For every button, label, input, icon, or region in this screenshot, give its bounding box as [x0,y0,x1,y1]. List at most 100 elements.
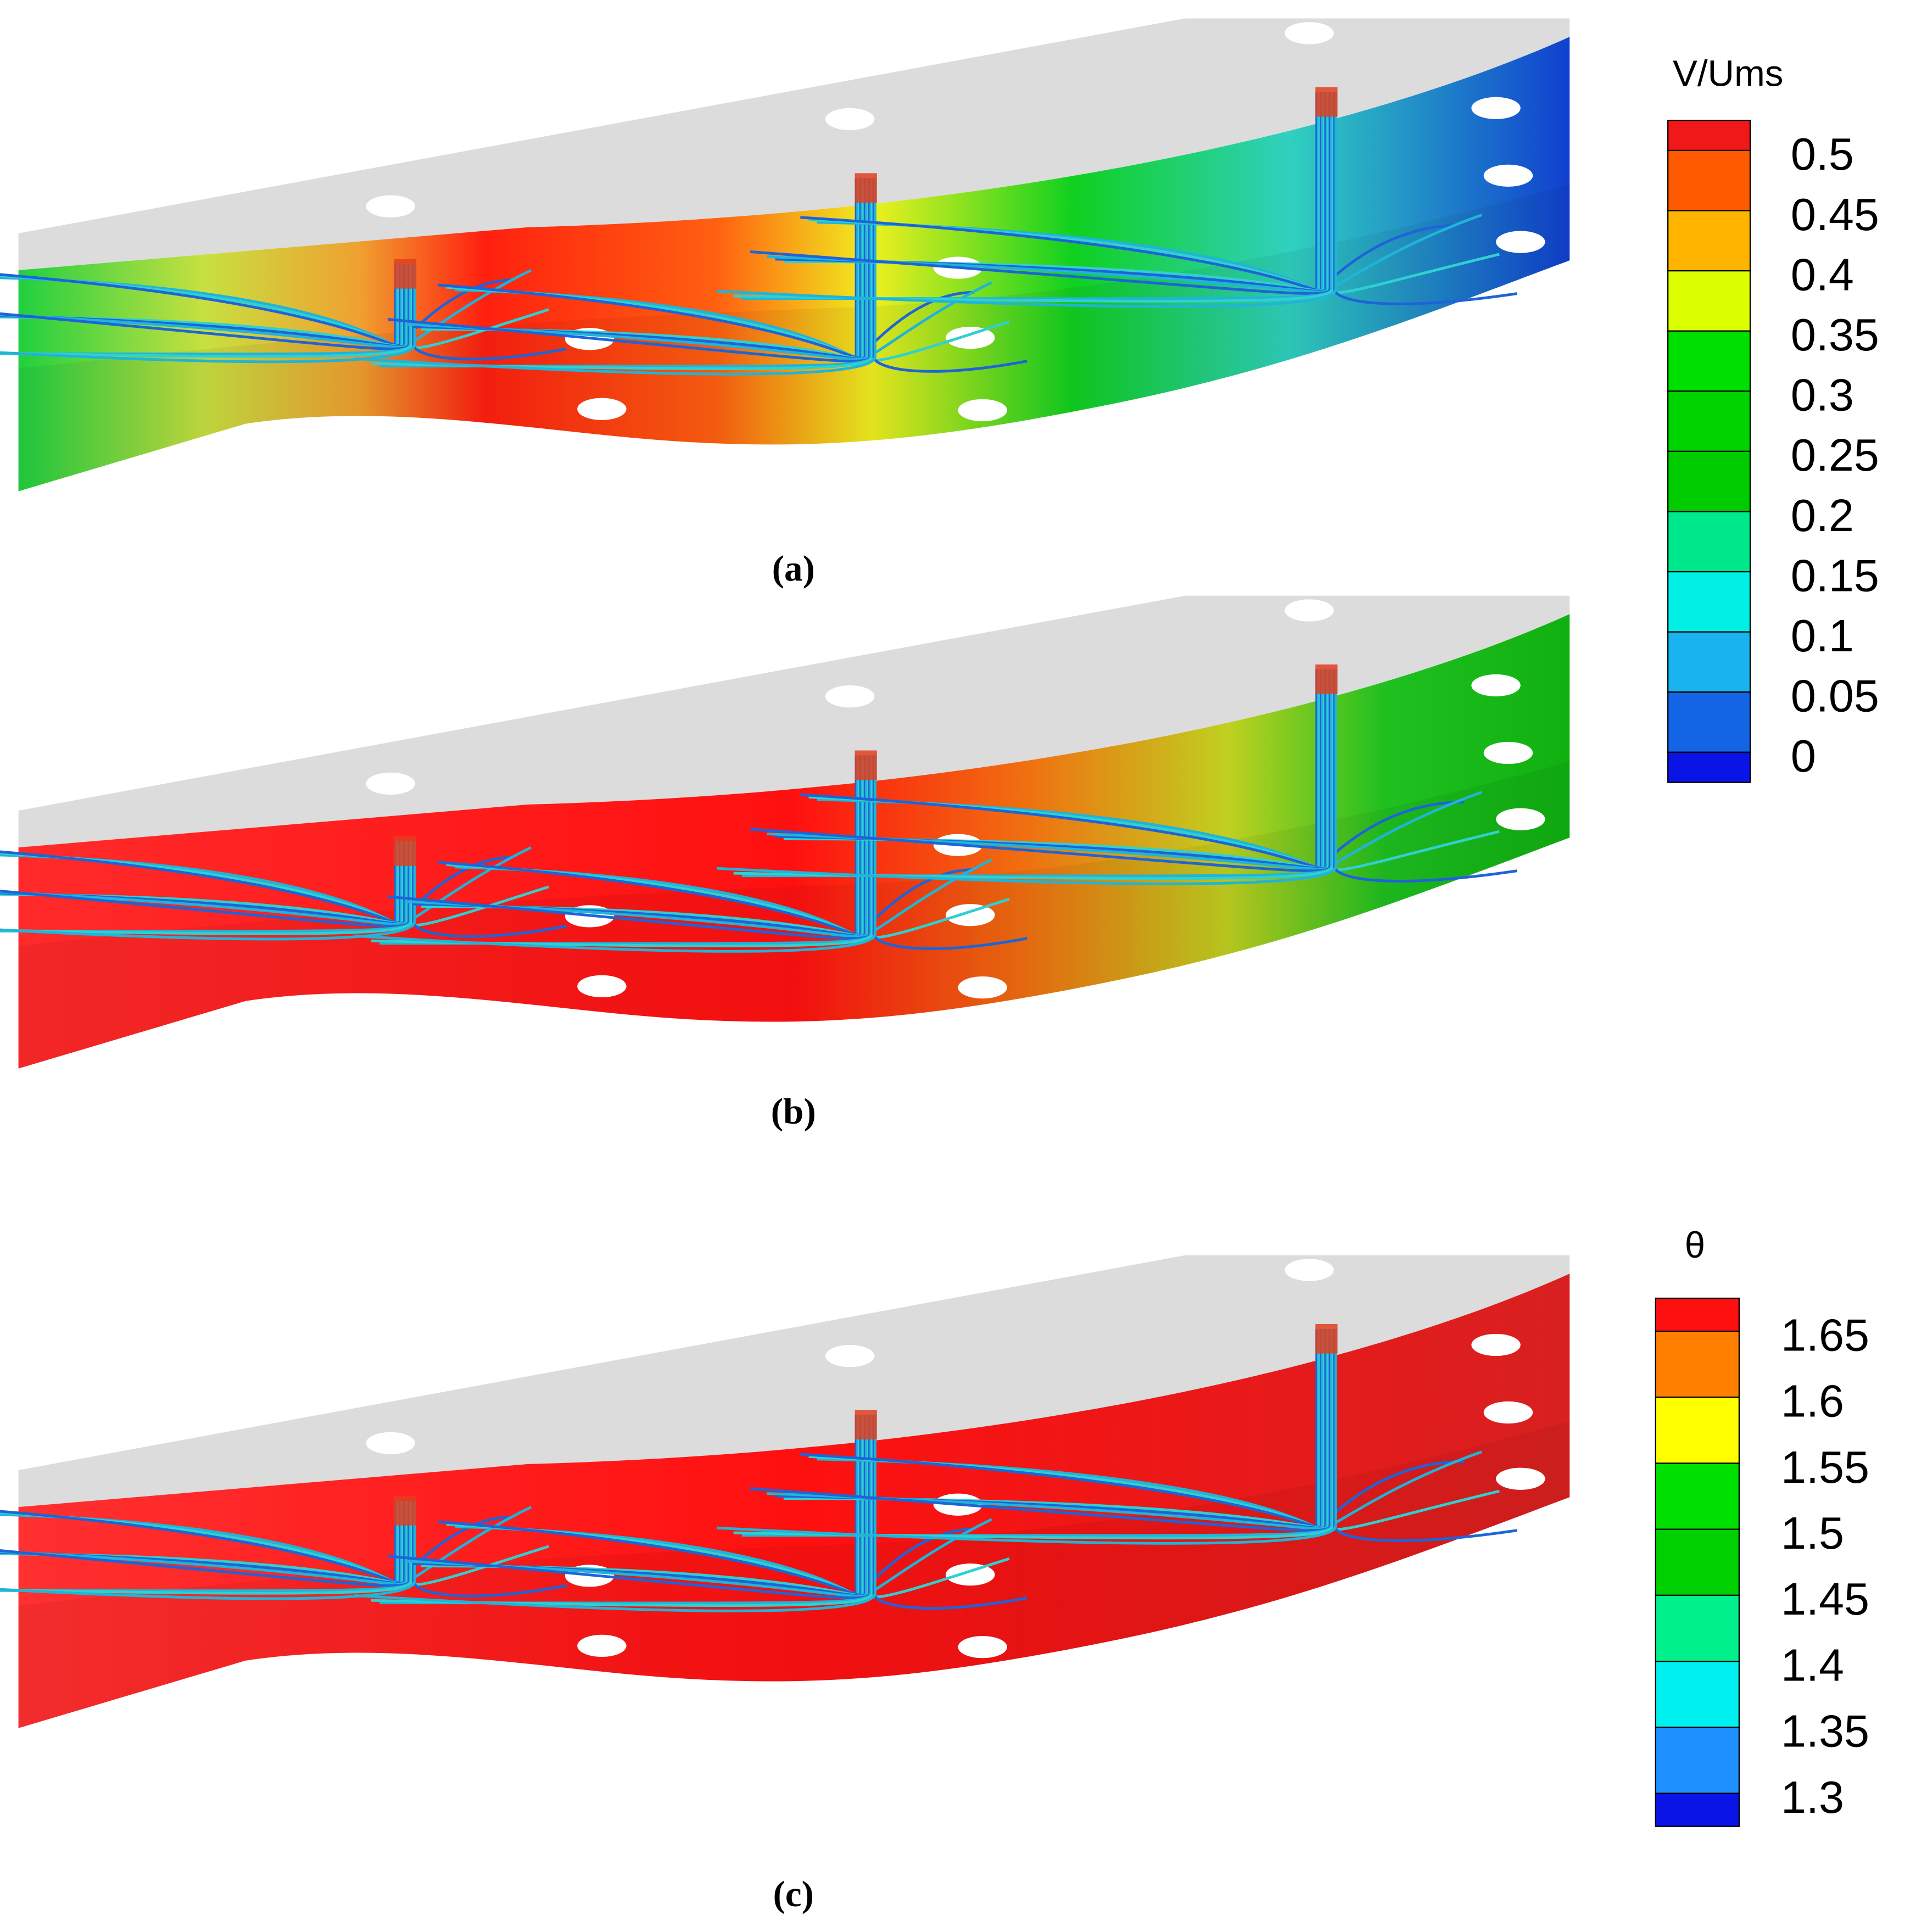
hole [1284,22,1334,44]
colorbar-segment [1667,210,1751,272]
hole [366,195,415,217]
streamline [0,921,416,941]
panel-label: (c) [773,1873,814,1914]
colorbar-segment [1667,751,1751,783]
hole [946,326,995,349]
colorbar-segment [1667,511,1751,573]
colorbar-label: 1.45 [1781,1573,1869,1624]
streamline [404,900,868,939]
jet-tip [1315,664,1338,694]
streamline [411,1580,567,1598]
hole [1471,97,1521,119]
streamline [0,890,407,926]
streamline [1333,1525,1517,1542]
jet-tip [394,259,417,289]
streamline [411,343,567,361]
colorbar-segment [1655,1462,1740,1530]
colorbar-label: 1.65 [1781,1309,1869,1360]
colorbar-label: 0.3 [1791,370,1854,421]
streamline [0,921,414,935]
band [18,614,1570,1069]
colorbar-label: 0.25 [1791,429,1879,481]
hole [1284,599,1334,622]
streamline [0,343,414,358]
hole [366,772,415,795]
hole [946,1564,995,1586]
colorbar-label: 1.4 [1781,1639,1844,1690]
streamline [872,356,1027,373]
colorbar-segment [1667,631,1751,693]
band [18,1274,1570,1728]
colorbar-segment [1667,149,1751,211]
jet-tip [854,173,877,203]
colorbar-segment [1655,1727,1740,1794]
colorbar-segment [1667,120,1751,152]
streamline [733,1525,1334,1540]
colorbar-segment [1655,1297,1740,1332]
hole [1483,741,1533,764]
colorbar-label: 1.3 [1781,1772,1844,1823]
streamline [404,1560,868,1598]
colorbar-label: 0.1 [1791,610,1854,661]
hole [946,904,995,926]
streamline [371,1593,874,1607]
streamline [0,1550,407,1585]
hole [825,685,875,708]
streamline [717,288,1337,308]
hole [825,108,875,131]
streamline [354,933,877,953]
jet-tip [1315,87,1338,117]
streamline [872,933,1027,950]
panels [0,18,1570,1728]
band [18,37,1570,492]
hole [1483,164,1533,187]
colorbar-label: 1.35 [1781,1706,1869,1757]
hole [1496,1467,1545,1490]
colorbar-segment [1655,1397,1740,1464]
colorbar-segment [1655,1330,1740,1398]
render-panel [0,1255,1570,1728]
colorbar-label: 0 [1791,730,1816,781]
colorbar-label: 0.5 [1791,129,1854,180]
legend-title: V/Ums [1673,53,1783,94]
streamline [354,356,877,376]
colorbar-label: 0.35 [1791,309,1879,360]
colorbar-segment [1667,270,1751,332]
streamline [0,1581,416,1600]
streamline [1333,288,1517,305]
colorbar-label: 0.2 [1791,490,1854,541]
hole [1496,231,1545,253]
streamline [0,313,407,349]
hole [1483,1401,1533,1424]
hole [366,1432,415,1455]
colorbar-label: 0.45 [1791,189,1879,240]
panel-label: (b) [771,1091,816,1132]
streamline [354,1593,877,1612]
hole [958,1636,1007,1659]
streamline [0,1581,414,1595]
render-panel [0,18,1570,492]
streamline [1333,866,1517,883]
hole [958,399,1007,422]
colorbar-label: 0.05 [1791,671,1879,722]
jet-tip [854,750,877,780]
streamline [733,288,1334,303]
hole [1471,1333,1521,1356]
colorbar-segment [1655,1528,1740,1596]
hole [1284,1259,1334,1281]
hole [1471,674,1521,697]
jet-tip [394,836,417,866]
streamline [371,356,874,370]
colorbar-label: 0.4 [1791,249,1854,300]
colorbar-segment [1655,1661,1740,1728]
streamline [411,920,567,938]
streamline [717,866,1337,885]
hole [1496,808,1545,830]
streamline [404,322,868,361]
streamline [872,1593,1027,1610]
jet-tip [1315,1324,1338,1354]
colorbar-segment [1667,450,1751,512]
colorbar-segment [1667,691,1751,753]
